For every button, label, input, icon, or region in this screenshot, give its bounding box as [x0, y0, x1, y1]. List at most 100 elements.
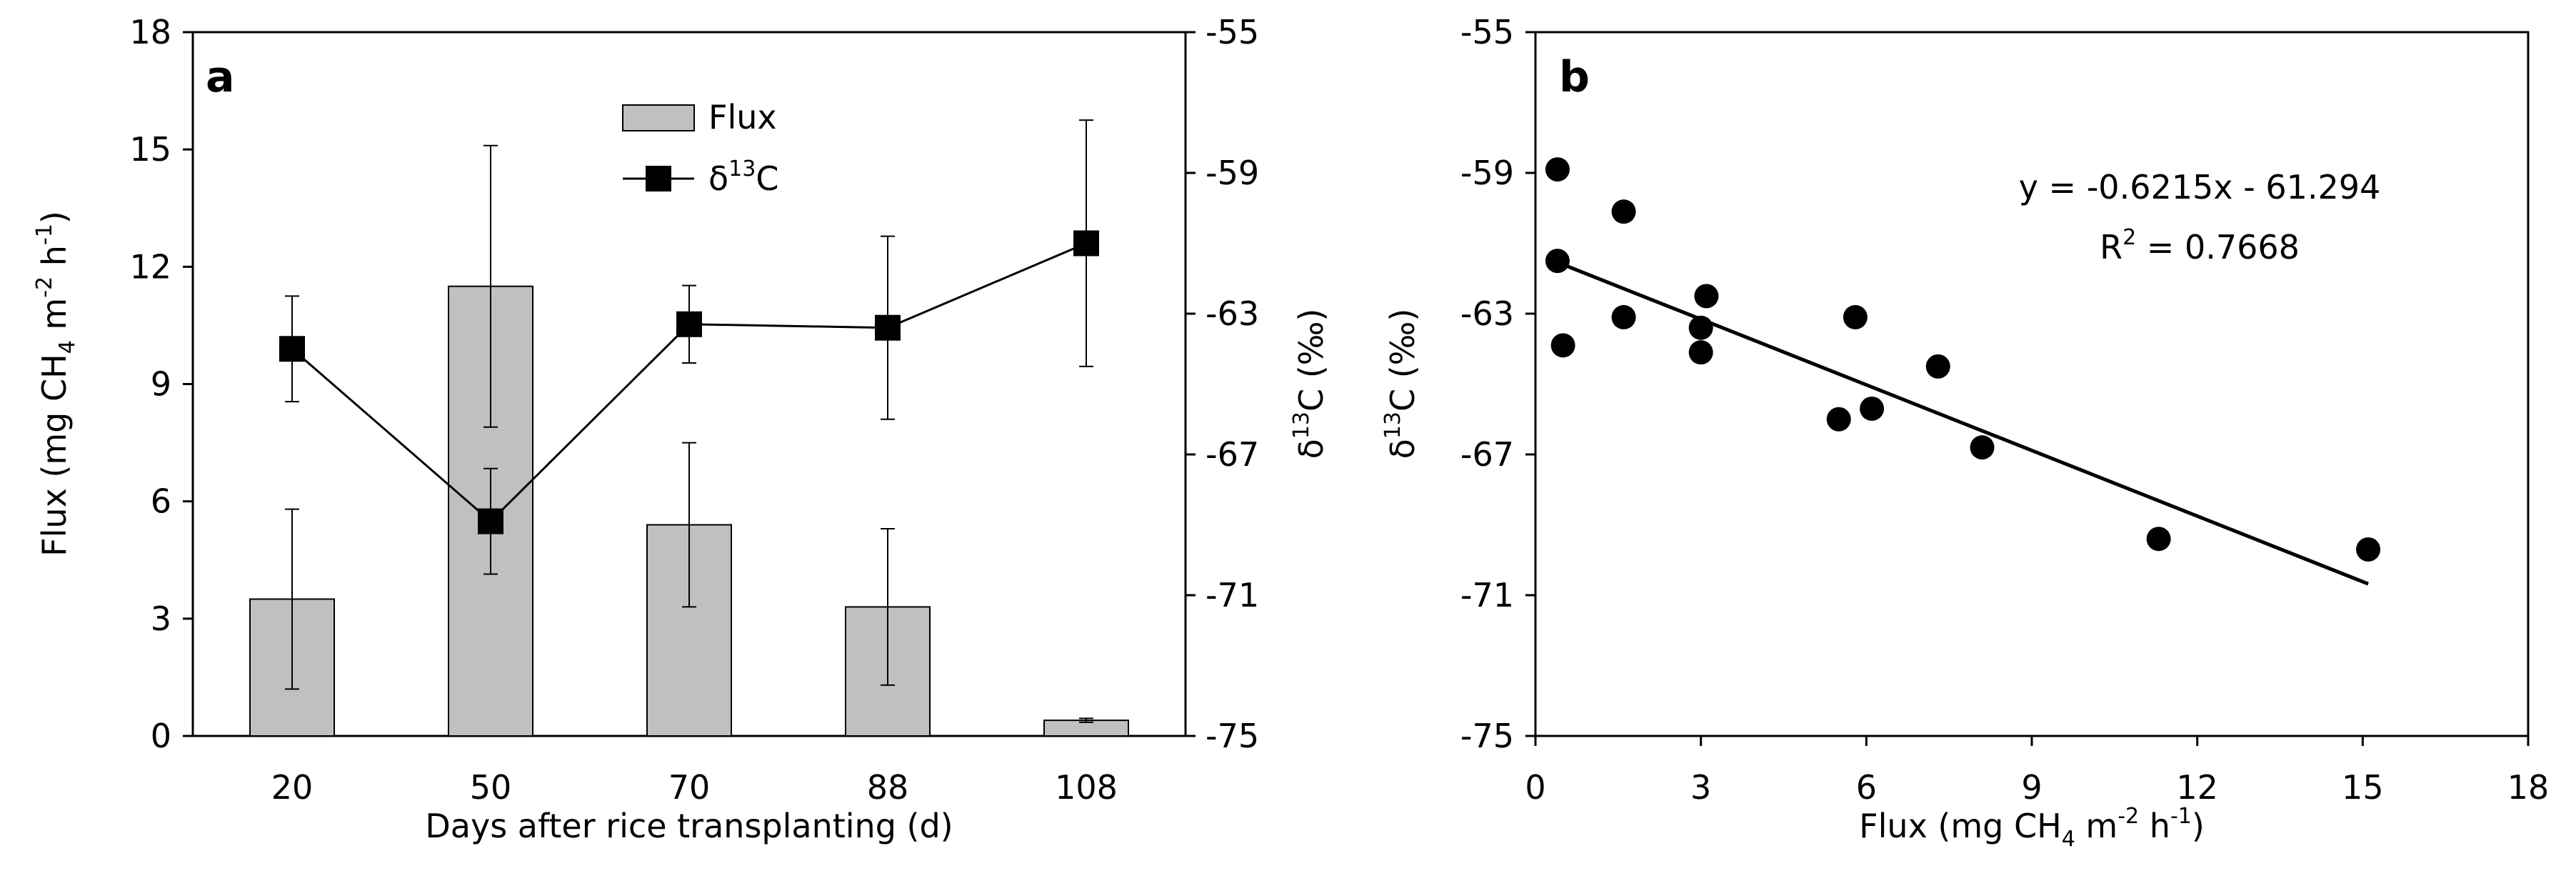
legend-delta-post: C [756, 159, 778, 198]
ylabel-a-sub: 4 [55, 340, 80, 354]
panel-a-x-tick-label: 20 [271, 768, 314, 807]
panel-a-x-axis-label: Days after rice transplanting (d) [425, 807, 953, 845]
legend-delta-symbol: δ [708, 159, 728, 198]
ylabel-a-mid: m [35, 298, 74, 340]
regression-r2: R2 = 0.7668 [2100, 225, 2300, 267]
panel-a-left-tick-label: 18 [129, 13, 171, 51]
regression-equation: y = -0.6215x - 61.294 [2019, 168, 2381, 206]
legend-flux-label: Flux [708, 98, 777, 136]
scatter-point [1860, 396, 1885, 421]
ylabel-b-post: C (‰) [1383, 309, 1422, 412]
legend-delta-label: δ13C [708, 156, 778, 198]
panel-a-left-tick-label: 15 [129, 130, 171, 169]
panel-a-left-tick-label: 0 [151, 717, 171, 755]
chart-panel-b: -55 -59 -63 -67 -71 -75 0 3 6 9 12 15 18 b y = -0.6… [1380, 13, 2549, 852]
panel-b-x-axis-label: Flux (mg CH4 m-2 h-1) [1859, 804, 2205, 852]
ylabel-a-post: ) [35, 211, 74, 224]
y2label-a-sup: 13 [1289, 412, 1314, 439]
xlabel-b-pre: Flux (mg CH [1859, 807, 2062, 845]
scatter-point [1550, 333, 1575, 358]
delta-marker [279, 336, 305, 362]
panel-b-regression [1556, 260, 2369, 586]
ylabel-a-sup1: -2 [32, 277, 57, 298]
ylabel-b-delta: δ [1383, 439, 1422, 459]
scatter-point [1925, 354, 1950, 379]
chart-panel-a: 0 3 6 9 12 15 18 -55 -59 -63 -67 -71 -75 20 50 70 88 10… [32, 13, 1330, 845]
legend-flux-swatch [622, 104, 695, 131]
panel-a-right-tick-label: -59 [1206, 154, 1259, 192]
panel-b-y-tick-label: -71 [1460, 576, 1514, 614]
panel-a-line-series [279, 119, 1099, 575]
ylabel-a-mid2: h [35, 245, 74, 277]
scatter-point [1688, 340, 1713, 365]
scatter-point [1843, 304, 1868, 329]
panel-b-y-tick-label: -67 [1460, 435, 1514, 474]
r2-sup: 2 [2123, 225, 2136, 250]
panel-b-x-tick-label: 18 [2507, 768, 2550, 807]
panel-a-right-tick-label: -55 [1206, 13, 1259, 51]
regression-line [1556, 260, 2369, 586]
delta-marker [875, 314, 901, 341]
panel-a-x-tick-label: 70 [668, 768, 711, 807]
scatter-point [1694, 284, 1719, 309]
scatter-point [1826, 407, 1851, 432]
panel-a-right-tick-label: -71 [1206, 576, 1259, 614]
panel-a-right-tick-label: -63 [1206, 294, 1259, 333]
xlabel-b-mid: m [2075, 807, 2118, 845]
scatter-point [1611, 304, 1636, 329]
panel-a-bars [249, 144, 1129, 737]
scatter-point [2146, 527, 2171, 552]
panel-b-y-tick-label: -63 [1460, 294, 1514, 333]
delta-marker [1073, 230, 1099, 257]
xlabel-b-sub: 4 [2062, 827, 2075, 852]
y2label-a-post: C (‰) [1292, 309, 1330, 412]
panel-b-plot-frame [1534, 31, 2530, 737]
panel-a-left-tick-label: 12 [129, 247, 171, 286]
panel-b-points [1545, 157, 2381, 562]
panel-a-right-ticks: -55 -59 -63 -67 -71 -75 [1186, 13, 1259, 755]
panel-b-y-axis-label: δ13C (‰) [1380, 309, 1422, 459]
panel-a-left-tick-label: 3 [151, 599, 171, 638]
scatter-point [1688, 315, 1713, 340]
delta-marker [478, 508, 503, 534]
panel-b-x-tick-label: 9 [2021, 768, 2042, 807]
panel-b-x-tick-label: 12 [2176, 768, 2218, 807]
panel-a-legend: Flux δ13C [622, 98, 778, 198]
panel-b-x-ticks: 0 3 6 9 12 15 18 [1525, 736, 2549, 807]
panel-b-y-ticks: -55 -59 -63 -67 -71 -75 [1460, 13, 1535, 755]
panel-a-x-ticks: 20 50 70 88 108 [271, 768, 1118, 807]
panel-b-x-tick-label: 3 [1690, 768, 1711, 807]
panel-a-right-tick-label: -75 [1206, 717, 1259, 755]
legend-delta-marker [646, 166, 671, 191]
scatter-point [1545, 157, 1570, 182]
xlabel-b-mid2: h [2139, 807, 2170, 845]
y2label-a-delta: δ [1292, 439, 1330, 459]
ylabel-b-sup: 13 [1380, 412, 1405, 439]
panel-a-left-tick-label: 9 [151, 365, 171, 404]
panel-a-y2-axis-label: δ13C (‰) [1289, 309, 1330, 459]
panel-a-left-tick-label: 6 [151, 482, 171, 521]
panel-b-x-tick-label: 6 [1856, 768, 1877, 807]
panel-b-label: b [1559, 52, 1590, 102]
scatter-point [1611, 199, 1636, 224]
xlabel-b-sup2: -1 [2170, 804, 2192, 829]
panel-a-x-tick-label: 50 [470, 768, 512, 807]
panel-b-y-tick-label: -55 [1460, 13, 1514, 51]
panel-b-y-tick-label: -75 [1460, 717, 1514, 755]
panel-b-x-tick-label: 15 [2342, 768, 2384, 807]
panel-b-y-tick-label: -59 [1460, 154, 1514, 192]
xlabel-b-sup1: -2 [2118, 804, 2139, 829]
panel-b-x-tick-label: 0 [1525, 768, 1545, 807]
xlabel-b-post: ) [2192, 807, 2205, 845]
delta-marker [676, 311, 702, 337]
scatter-point [1545, 249, 1570, 274]
ylabel-a-pre: Flux (mg CH [35, 354, 74, 557]
panel-a-y-axis-label: Flux (mg CH4 m-2 h-1) [32, 211, 80, 557]
panel-a-right-tick-label: -67 [1206, 435, 1259, 474]
r2-post: = 0.7668 [2136, 228, 2300, 267]
ylabel-a-sup2: -1 [32, 224, 57, 245]
scatter-point [2356, 537, 2381, 562]
panel-a-x-tick-label: 88 [867, 768, 909, 807]
panel-a-left-ticks: 0 3 6 9 12 15 18 [129, 13, 193, 755]
